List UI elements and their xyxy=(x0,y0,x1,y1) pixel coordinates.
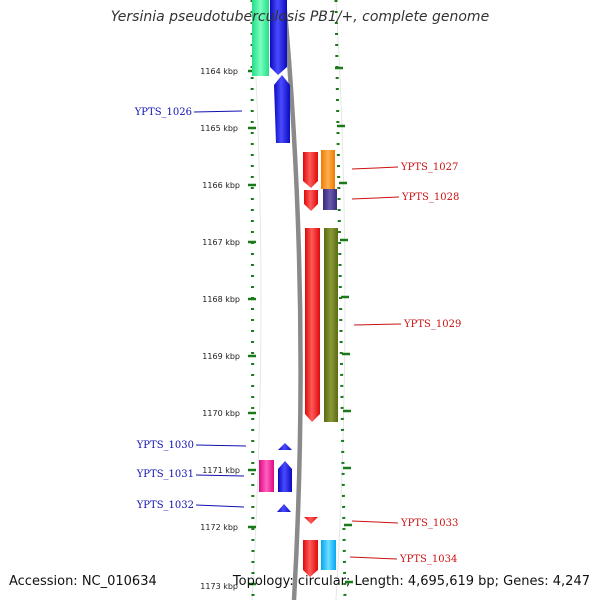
gene-label-ypts-1031[interactable]: YPTS_1031 xyxy=(136,469,194,480)
gene-label-ypts-1034[interactable]: YPTS_1034 xyxy=(399,554,457,565)
leader-line xyxy=(351,520,399,524)
red-arrow-1029[interactable] xyxy=(305,228,320,422)
ruler-tick-label: 1172 kbp xyxy=(200,523,238,532)
leader-line xyxy=(351,166,399,170)
red-arrow-1034[interactable] xyxy=(303,540,318,577)
ruler-tick-label: 1173 kbp xyxy=(200,582,238,591)
gene-label-ypts-1029[interactable]: YPTS_1029 xyxy=(403,319,461,330)
leader-line xyxy=(351,196,400,200)
leader-line xyxy=(195,504,245,508)
blue-arrow-1031[interactable] xyxy=(278,461,292,492)
leader-line xyxy=(195,474,245,477)
ruler-tick-label: 1169 kbp xyxy=(202,352,240,361)
ruler-ticks-right xyxy=(335,66,353,584)
left-gene-labels: YPTS_1026 YPTS_1030 YPTS_1031 YPTS_1032 xyxy=(134,107,247,511)
red-arrow-1027[interactable] xyxy=(303,152,318,188)
right-gene-labels: YPTS_1027 YPTS_1028 YPTS_1029 YPTS_1033 … xyxy=(349,162,461,565)
leader-line xyxy=(349,556,398,560)
ruler-tick-label: 1166 kbp xyxy=(202,181,240,190)
gene-label-ypts-1028[interactable]: YPTS_1028 xyxy=(401,192,459,203)
left-green-block[interactable] xyxy=(252,0,269,76)
blue-block-top[interactable] xyxy=(270,0,287,75)
leader-line xyxy=(353,323,402,326)
ruler-dotted-track-right xyxy=(334,0,347,600)
ruler-ticks-left xyxy=(248,69,256,586)
olive-block-1029[interactable] xyxy=(324,228,338,422)
guide-line-right xyxy=(335,0,346,600)
blue-arrow-1032[interactable] xyxy=(277,504,291,512)
cyan-block-1034[interactable] xyxy=(321,540,336,570)
leader-line xyxy=(195,444,247,447)
ruler-tick-label: 1165 kbp xyxy=(200,124,238,133)
red-arrow-1033[interactable] xyxy=(304,517,318,524)
ruler-labels: 1164 kbp 1165 kbp 1166 kbp 1167 kbp 1168… xyxy=(200,67,240,591)
genome-backbone xyxy=(281,0,303,600)
ruler-tick-label: 1167 kbp xyxy=(202,238,240,247)
magenta-block-1031[interactable] xyxy=(259,460,274,492)
gene-label-ypts-1033[interactable]: YPTS_1033 xyxy=(400,518,458,529)
ruler-tick-label: 1168 kbp xyxy=(202,295,240,304)
gene-label-ypts-1030[interactable]: YPTS_1030 xyxy=(136,440,194,451)
ruler-tick-label: 1164 kbp xyxy=(200,67,238,76)
ruler-tick-label: 1170 kbp xyxy=(202,409,240,418)
blue-arrow-1026[interactable] xyxy=(274,75,290,143)
blue-arrow-1030[interactable] xyxy=(278,443,292,450)
purple-block-1028[interactable] xyxy=(323,189,337,210)
ruler-dotted-track-left xyxy=(250,0,255,600)
genome-title: Yersinia pseudotuberculosis PB1/+, compl… xyxy=(110,9,490,25)
ruler-tick-label: 1171 kbp xyxy=(202,466,240,475)
orange-block-1027[interactable] xyxy=(321,150,335,189)
red-arrow-1028[interactable] xyxy=(304,190,318,211)
leader-line xyxy=(193,110,243,113)
accession-text: Accession: NC_010634 xyxy=(9,574,157,589)
genome-summary-text: Topology: circular; Length: 4,695,619 bp… xyxy=(232,574,590,589)
guide-line-left xyxy=(251,0,262,600)
gene-label-ypts-1026[interactable]: YPTS_1026 xyxy=(134,107,192,118)
gene-label-ypts-1032[interactable]: YPTS_1032 xyxy=(136,500,194,511)
gene-label-ypts-1027[interactable]: YPTS_1027 xyxy=(400,162,458,173)
